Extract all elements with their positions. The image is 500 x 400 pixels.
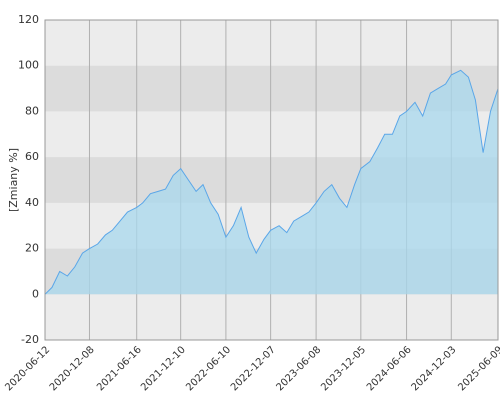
y-tick-label: 80: [25, 104, 39, 117]
x-tick-label: 2023-06-08: [274, 344, 323, 393]
x-tick-label: 2021-12-10: [139, 344, 188, 393]
y-tick-label: 40: [25, 196, 39, 209]
line: [44, 69, 499, 295]
area: [45, 70, 498, 295]
x-tick-label: 2020-12-08: [48, 344, 97, 393]
y-axis-label: [Zmiany %]: [7, 148, 20, 212]
y-tick-label: 20: [25, 242, 39, 255]
grid-band: [45, 65, 498, 112]
y-tick-label: 120: [18, 13, 39, 26]
x-tick-label: 2023-12-05: [319, 344, 368, 393]
y-tick-label: -20: [21, 333, 39, 346]
x-tick-label: 2025-06-09: [456, 344, 500, 393]
y-tick-label: 100: [18, 59, 39, 72]
plot-frame: [44, 19, 499, 341]
x-tick-label: 2022-12-07: [229, 344, 278, 393]
y-tick-label: 60: [25, 150, 39, 163]
x-tick-label: 2024-06-06: [365, 344, 414, 393]
x-tick-label: 2020-06-12: [3, 344, 52, 393]
x-tick-label: 2024-12-03: [410, 344, 459, 393]
y-tick-label: 0: [32, 287, 39, 300]
x-tick-label: 2022-06-10: [184, 344, 233, 393]
x-tick-label: 2021-06-16: [95, 344, 144, 393]
